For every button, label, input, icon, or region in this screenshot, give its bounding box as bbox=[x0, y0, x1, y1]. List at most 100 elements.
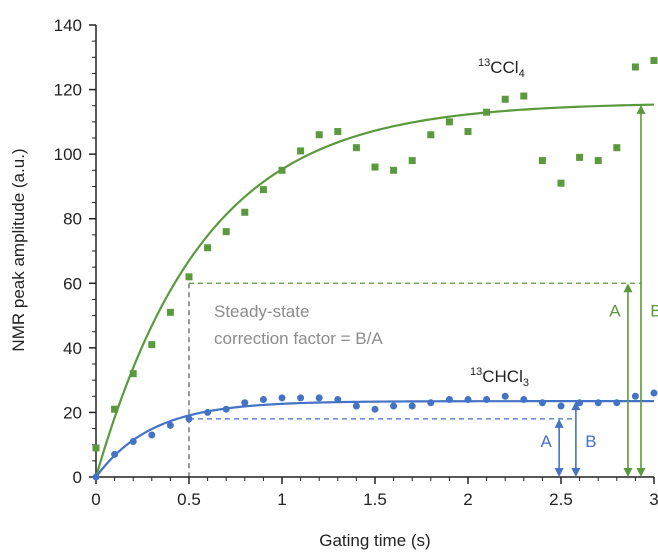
ccl4-arrow-b-head-bottom bbox=[636, 468, 646, 477]
data-point-series-0 bbox=[445, 118, 453, 126]
ccl4-label-a: A bbox=[609, 301, 621, 320]
y-tick-label-20: 20 bbox=[63, 403, 82, 422]
x-tick-label-1: 1 bbox=[277, 490, 286, 509]
chcl3-arrow-a-head-bottom bbox=[554, 468, 564, 477]
data-point-series-0 bbox=[241, 208, 249, 216]
data-points bbox=[92, 57, 658, 481]
data-point-series-0 bbox=[185, 273, 193, 281]
data-point-series-0 bbox=[557, 179, 565, 187]
annotation-line-1: Steady-state bbox=[214, 302, 309, 321]
data-point-series-0 bbox=[278, 166, 286, 174]
data-point-series-0 bbox=[464, 128, 472, 136]
series-label-chcl3-main: CHCl bbox=[482, 367, 523, 386]
data-point-series-0 bbox=[148, 341, 156, 349]
data-point-series-0 bbox=[111, 405, 119, 413]
data-point-series-1 bbox=[166, 421, 174, 429]
data-point-series-0 bbox=[483, 108, 491, 116]
data-point-series-1 bbox=[464, 396, 472, 404]
y-tick-label-100: 100 bbox=[54, 145, 82, 164]
chcl3-arrow-b-head-bottom bbox=[571, 468, 581, 477]
data-point-series-1 bbox=[241, 399, 249, 407]
data-point-series-1 bbox=[613, 399, 621, 407]
data-point-series-0 bbox=[166, 308, 174, 316]
data-point-series-1 bbox=[204, 408, 212, 416]
data-point-series-0 bbox=[129, 370, 137, 378]
chcl3-arrow-b-head-top bbox=[571, 401, 581, 411]
data-point-series-1 bbox=[557, 402, 565, 410]
data-point-series-1 bbox=[483, 396, 491, 404]
ccl4-arrow-b-head-top bbox=[636, 104, 646, 114]
data-point-series-1 bbox=[408, 402, 416, 410]
data-point-series-0 bbox=[408, 157, 416, 165]
data-point-series-0 bbox=[594, 157, 602, 165]
data-point-series-0 bbox=[613, 144, 621, 152]
data-point-series-0 bbox=[650, 57, 658, 65]
data-point-series-1 bbox=[538, 399, 546, 407]
data-point-series-1 bbox=[594, 399, 602, 407]
series-label-ccl4-main: CCl bbox=[490, 58, 518, 77]
data-point-series-1 bbox=[315, 394, 323, 402]
data-point-series-1 bbox=[520, 396, 528, 404]
axes: 0 20 40 60 80 100 120 140 0 0.5 1 1.5 2 2.5 3 bbox=[54, 16, 658, 509]
fit-curve-series-0 bbox=[94, 103, 655, 478]
guide-lines bbox=[188, 282, 641, 477]
data-point-series-0 bbox=[315, 131, 323, 139]
x-axis-label: Gating time (s) bbox=[319, 531, 430, 550]
data-point-series-0 bbox=[259, 186, 267, 194]
data-point-series-1 bbox=[445, 396, 453, 404]
data-point-series-1 bbox=[185, 415, 193, 423]
data-point-series-0 bbox=[334, 128, 342, 136]
series-label-chcl3-sup: 13 bbox=[470, 366, 482, 378]
data-point-series-0 bbox=[352, 144, 360, 152]
x-tick-label-1.5: 1.5 bbox=[363, 490, 387, 509]
series-label-ccl4-sub: 4 bbox=[519, 68, 525, 80]
data-point-series-0 bbox=[297, 147, 305, 155]
ccl4-arrow-a-head-top bbox=[623, 283, 633, 293]
fit-curves bbox=[94, 103, 655, 478]
data-point-series-0 bbox=[371, 163, 379, 171]
chcl3-arrow-a-head-top bbox=[554, 418, 564, 428]
data-point-series-0 bbox=[631, 63, 639, 71]
data-point-series-1 bbox=[259, 396, 267, 404]
y-tick-label-60: 60 bbox=[63, 274, 82, 293]
chcl3-label-b: B bbox=[585, 432, 596, 451]
ab-arrows: A B A B bbox=[540, 104, 658, 477]
data-point-series-1 bbox=[352, 402, 360, 410]
x-tick-label-2.5: 2.5 bbox=[549, 490, 573, 509]
data-point-series-1 bbox=[501, 392, 509, 400]
data-point-series-1 bbox=[92, 473, 100, 481]
data-point-series-1 bbox=[631, 392, 639, 400]
y-tick-label-120: 120 bbox=[54, 81, 82, 100]
data-point-series-1 bbox=[129, 437, 137, 445]
y-axis-label: NMR peak amplitude (a.u.) bbox=[9, 148, 28, 351]
data-point-series-0 bbox=[538, 157, 546, 165]
data-point-series-0 bbox=[92, 444, 100, 452]
series-label-chcl3: 13CHCl3 bbox=[470, 366, 529, 389]
y-tick-label-40: 40 bbox=[63, 339, 82, 358]
data-point-series-0 bbox=[501, 95, 509, 103]
x-tick-label-3: 3 bbox=[649, 490, 658, 509]
data-point-series-0 bbox=[204, 244, 212, 252]
x-tick-label-2: 2 bbox=[463, 490, 472, 509]
data-point-series-1 bbox=[297, 394, 305, 402]
data-point-series-1 bbox=[148, 431, 156, 439]
data-point-series-0 bbox=[427, 131, 435, 139]
data-point-series-0 bbox=[576, 153, 584, 161]
x-tick-label-0: 0 bbox=[91, 490, 100, 509]
y-tick-label-0: 0 bbox=[73, 468, 82, 487]
data-point-series-1 bbox=[111, 450, 119, 458]
series-label-chcl3-sub: 3 bbox=[523, 377, 529, 389]
ccl4-label-b: B bbox=[650, 301, 658, 320]
data-point-series-1 bbox=[390, 402, 398, 410]
data-point-series-1 bbox=[334, 396, 342, 404]
data-point-series-1 bbox=[278, 394, 286, 402]
y-tick-label-140: 140 bbox=[54, 16, 82, 35]
data-point-series-0 bbox=[520, 92, 528, 100]
data-point-series-0 bbox=[390, 166, 398, 174]
data-point-series-1 bbox=[222, 405, 230, 413]
data-point-series-1 bbox=[427, 399, 435, 407]
ccl4-arrow-a-head-bottom bbox=[623, 468, 633, 477]
chcl3-label-a: A bbox=[540, 432, 552, 451]
